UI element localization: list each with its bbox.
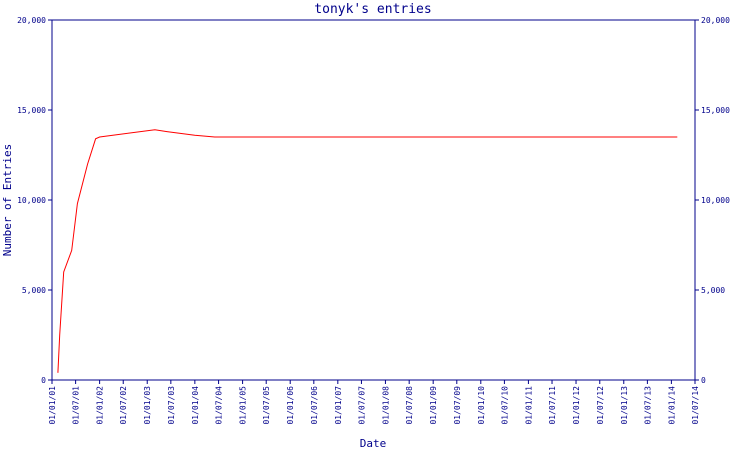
x-tick-label: 01/07/07 xyxy=(357,386,366,425)
x-tick-label: 01/07/11 xyxy=(548,386,557,425)
x-tick-label: 01/01/11 xyxy=(524,386,533,425)
x-tick-label: 01/01/03 xyxy=(143,386,152,425)
y-tick-label-right: 0 xyxy=(701,376,706,385)
y-axis-right: 0 5,000 10,000 15,000 20,000 xyxy=(695,16,730,385)
y-tick-label-left: 20,000 xyxy=(17,16,46,25)
chart-title: tonyk's entries xyxy=(314,2,431,17)
y-tick-label-right: 5,000 xyxy=(701,286,725,295)
x-tick-label: 01/01/01 xyxy=(48,386,57,425)
x-tick-label: 01/07/04 xyxy=(215,386,224,425)
x-tick-label: 01/01/02 xyxy=(96,386,105,425)
x-tick-label: 01/01/10 xyxy=(477,386,486,425)
x-tick-label: 01/07/03 xyxy=(167,386,176,425)
y-tick-label-left: 10,000 xyxy=(17,196,46,205)
x-tick-label: 01/01/08 xyxy=(381,386,390,425)
y-axis-label: Number of Entries xyxy=(1,144,14,257)
x-tick-label: 01/07/08 xyxy=(405,386,414,425)
x-axis-label: Date xyxy=(360,437,387,450)
plot-frame xyxy=(51,19,696,381)
y-axis-left: 0 5,000 10,000 15,000 20,000 xyxy=(17,16,52,385)
x-tick-label: 01/01/13 xyxy=(620,386,629,425)
y-tick-label-left: 0 xyxy=(41,376,46,385)
x-tick-label: 01/07/05 xyxy=(262,386,271,425)
x-tick-label: 01/01/06 xyxy=(286,386,295,425)
y-tick-label-left: 15,000 xyxy=(17,106,46,115)
y-tick-label-right: 20,000 xyxy=(701,16,730,25)
x-tick-label: 01/01/04 xyxy=(191,386,200,425)
x-tick-label: 01/07/06 xyxy=(310,386,319,425)
x-tick-label: 01/07/02 xyxy=(119,386,128,425)
x-tick-label: 01/01/09 xyxy=(429,386,438,425)
x-tick-label: 01/01/05 xyxy=(239,386,248,425)
x-tick-label: 01/01/12 xyxy=(572,386,581,425)
x-tick-label: 01/07/09 xyxy=(453,386,462,425)
x-tick-label: 01/07/14 xyxy=(691,386,700,425)
x-tick-label: 01/01/14 xyxy=(667,386,676,425)
series-line xyxy=(57,129,678,373)
y-tick-label-right: 10,000 xyxy=(701,196,730,205)
x-axis: 01/01/01 01/07/01 01/01/02 01/07/02 01/01/03… xyxy=(48,380,700,425)
x-tick-label: 01/07/01 xyxy=(72,386,81,425)
y-tick-label-right: 15,000 xyxy=(701,106,730,115)
series-group xyxy=(57,129,678,373)
x-tick-label: 01/07/12 xyxy=(596,386,605,425)
y-tick-label-left: 5,000 xyxy=(22,286,46,295)
x-tick-label: 01/07/13 xyxy=(643,386,652,425)
x-tick-label: 01/07/10 xyxy=(500,386,509,425)
x-tick-label: 01/01/07 xyxy=(334,386,343,425)
